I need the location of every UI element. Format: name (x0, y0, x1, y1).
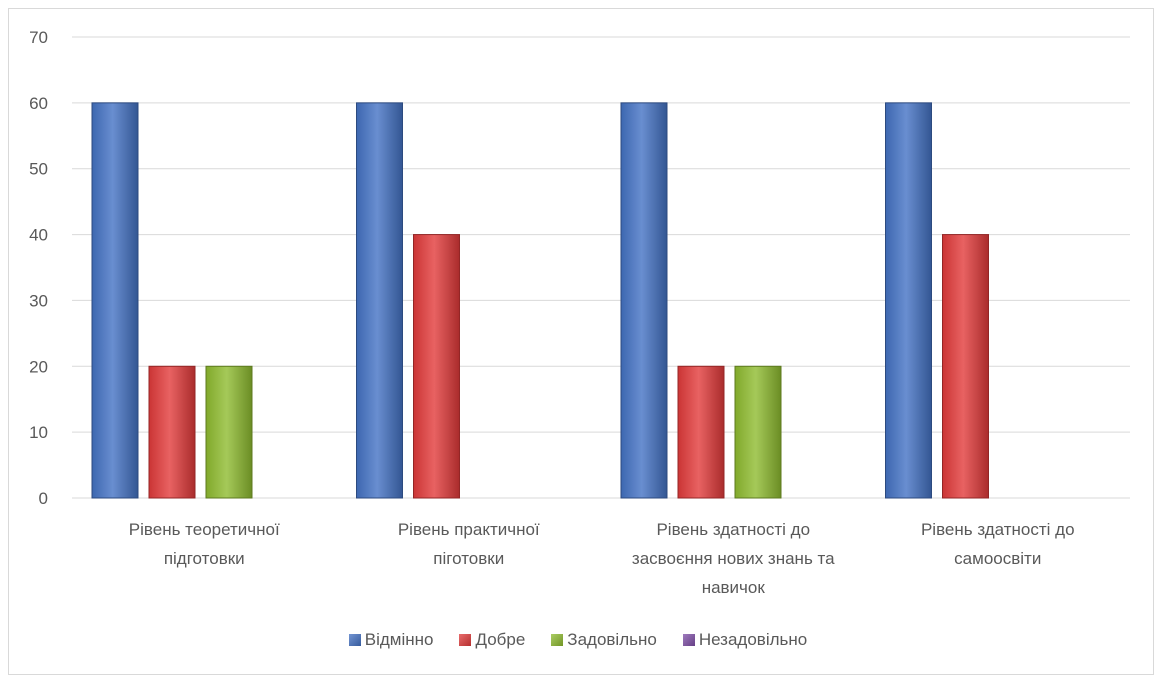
bar-Відмінно-2 (620, 102, 668, 499)
legend-item-0: Відмінно (348, 630, 434, 650)
bar-Відмінно-0 (91, 102, 139, 499)
x-category-label: Рівень практичної піготовки (398, 520, 540, 568)
x-category-label-line: засвоєння нових знань та (632, 549, 835, 568)
x-category-label-line: навичок (702, 578, 766, 597)
bar-Добре-0 (148, 365, 196, 499)
y-tick-label: 0 (39, 489, 48, 508)
x-category-label-line: Рівень здатності до (921, 520, 1075, 539)
x-category-label-line: самоосвіти (954, 549, 1041, 568)
legend-label: Відмінно (364, 630, 434, 649)
legend-swatch (459, 634, 472, 646)
bar-Відмінно-3 (885, 102, 932, 499)
x-category-label: Рівень здатності до засвоєння нових знань… (632, 520, 835, 597)
y-tick-label: 70 (29, 28, 48, 47)
y-tick-label: 30 (29, 291, 48, 310)
x-category-label: Рівень здатності до самоосвіти (921, 520, 1075, 568)
y-tick-label: 60 (29, 94, 48, 113)
x-category-label-line: підготовки (164, 549, 245, 568)
bar-Добре-1 (413, 234, 460, 499)
legend-label: Задовільно (567, 630, 657, 649)
x-category-label-line: Рівень здатності до (656, 520, 810, 539)
bar-Задовільно-0 (205, 365, 253, 499)
bar-Задовільно-2 (734, 365, 782, 499)
bar-Добре-3 (942, 234, 989, 499)
bars (91, 102, 989, 499)
x-category-label: Рівень теоретичної підготовки (129, 520, 280, 568)
legend-swatch (348, 634, 361, 646)
x-axis-categories: Рівень теоретичної підготовки Рівень практ… (129, 520, 1075, 597)
legend-item-2: Задовільно (551, 630, 657, 650)
x-category-label-line: Рівень практичної (398, 520, 540, 539)
legend-swatch (682, 634, 695, 646)
bar-Відмінно-1 (356, 102, 403, 499)
legend: Відмінно Добре Задовільно Незадовільно (0, 630, 1156, 650)
legend-item-3: Незадовільно (682, 630, 808, 650)
y-tick-label: 40 (29, 226, 48, 245)
legend-label: Добре (475, 630, 526, 649)
x-category-label-line: Рівень теоретичної (129, 520, 280, 539)
bar-Добре-2 (677, 365, 725, 499)
y-tick-label: 50 (29, 160, 48, 179)
legend-item-1: Добре (459, 630, 525, 650)
x-category-label-line: піготовки (433, 549, 504, 568)
legend-label: Незадовільно (698, 630, 808, 649)
legend-swatch (551, 634, 564, 646)
y-tick-label: 10 (29, 423, 48, 442)
y-tick-label: 20 (29, 357, 48, 376)
y-axis-ticks: 0 10 20 30 40 50 60 70 (29, 28, 48, 508)
